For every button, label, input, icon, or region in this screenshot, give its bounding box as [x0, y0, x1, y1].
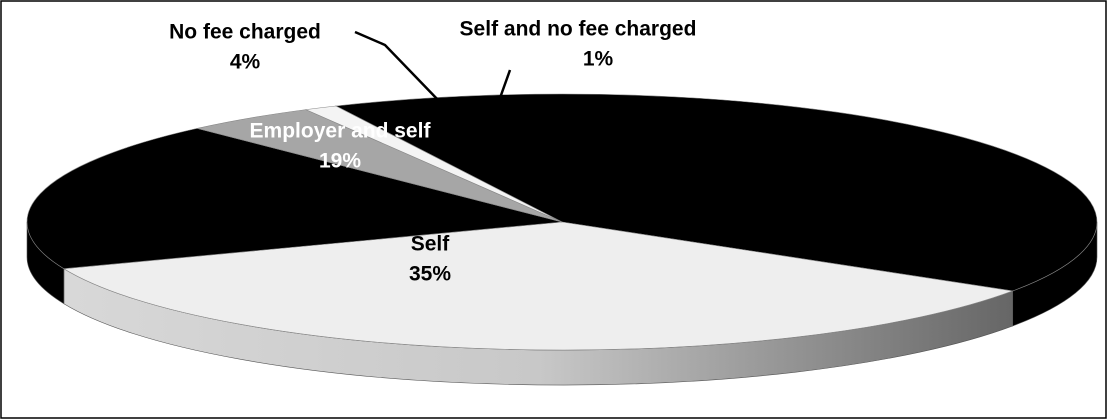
slice-value-label: 19% — [319, 150, 361, 173]
pie-slice — [62, 221, 1014, 351]
slice-value-label: 35% — [409, 263, 451, 286]
slice-value-label: 4% — [230, 51, 261, 74]
leader-line — [354, 30, 441, 103]
pie-slice — [334, 93, 1098, 292]
pie-slice — [304, 105, 563, 223]
pie-slice — [26, 128, 563, 270]
slice-value-label: 1% — [583, 48, 614, 71]
slice-label: Self and no fee charged — [460, 18, 697, 41]
slice-label: Self — [411, 233, 451, 256]
slice-label: Employer — [715, 136, 811, 159]
slice-label: No fee charged — [169, 21, 321, 44]
leader-line — [498, 69, 512, 99]
slice-label: Employer and self — [250, 120, 432, 143]
slice-value-label: 41% — [742, 166, 784, 189]
